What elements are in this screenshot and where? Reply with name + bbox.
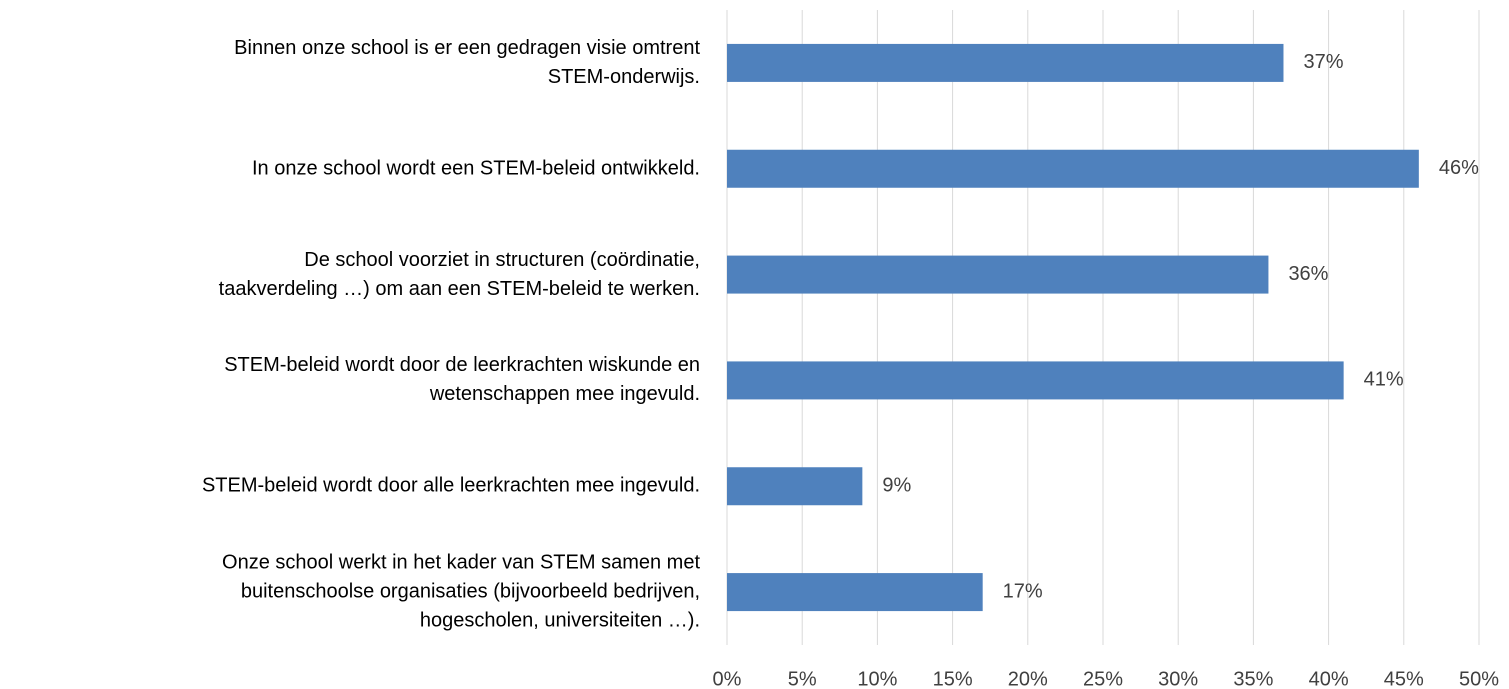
value-label: 46% bbox=[1439, 157, 1479, 179]
bar bbox=[727, 255, 1269, 294]
bar bbox=[727, 361, 1344, 400]
category-label: STEM-beleid wordt door de leerkrachten w… bbox=[224, 354, 700, 406]
x-tick-label: 0% bbox=[713, 668, 742, 689]
x-tick-label: 45% bbox=[1384, 668, 1424, 689]
x-tick-label: 30% bbox=[1158, 668, 1198, 689]
value-label: 37% bbox=[1303, 51, 1343, 73]
x-tick-label: 40% bbox=[1309, 668, 1349, 689]
x-tick-label: 35% bbox=[1233, 668, 1273, 689]
value-label: 41% bbox=[1364, 369, 1404, 391]
x-tick-label: 50% bbox=[1459, 668, 1499, 689]
x-tick-label: 5% bbox=[788, 668, 817, 689]
x-tick-label: 25% bbox=[1083, 668, 1123, 689]
x-tick-label: 10% bbox=[857, 668, 897, 689]
category-label: De school voorziet in structuren (coördi… bbox=[218, 248, 700, 300]
x-tick-label: 20% bbox=[1008, 668, 1048, 689]
bar bbox=[727, 43, 1284, 82]
category-label: STEM-beleid wordt door alle leerkrachten… bbox=[201, 474, 700, 497]
category-label: Binnen onze school is er een gedragen vi… bbox=[234, 36, 700, 88]
value-label: 36% bbox=[1288, 263, 1328, 285]
bar bbox=[727, 149, 1419, 188]
value-label: 9% bbox=[882, 475, 911, 497]
category-label: Onze school werkt in het kader van STEM … bbox=[222, 551, 700, 632]
bar bbox=[727, 467, 863, 506]
x-tick-label: 15% bbox=[933, 668, 973, 689]
value-label: 17% bbox=[1003, 580, 1043, 602]
category-label: In onze school wordt een STEM-beleid ont… bbox=[251, 157, 700, 180]
bar bbox=[727, 573, 983, 612]
